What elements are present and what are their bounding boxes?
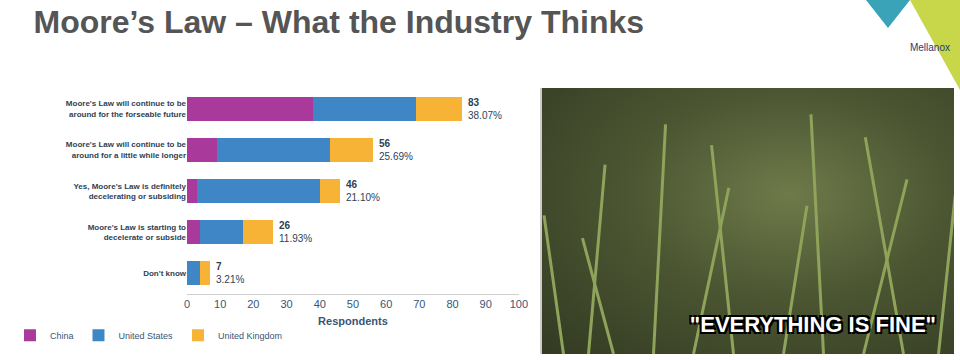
svg-text:90: 90 — [480, 298, 492, 310]
svg-text:5625.69%: 5625.69% — [379, 138, 413, 162]
svg-text:Moore’s Law – What the Industr: Moore’s Law – What the Industry Thinks — [34, 4, 644, 40]
svg-text:Yes, Moore's Law is definitely: Yes, Moore's Law is definitelydecelerati… — [73, 182, 186, 201]
svg-text:Moore's Law will continue to b: Moore's Law will continue to bearound fo… — [66, 140, 187, 159]
svg-text:China: China — [50, 331, 74, 341]
html-text:Mellanox: Mellanox — [910, 42, 950, 53]
svg-text:50: 50 — [347, 298, 359, 310]
svg-text:Moore's Law will continue to b: Moore's Law will continue to bearound fo… — [66, 99, 187, 118]
html-text:"EVERYTHING IS FINE": "EVERYTHING IS FINE" — [689, 312, 936, 337]
svg-text:73.21%: 73.21% — [216, 261, 244, 285]
svg-text:70: 70 — [413, 298, 425, 310]
svg-text:60: 60 — [380, 298, 392, 310]
svg-text:10: 10 — [214, 298, 226, 310]
svg-text:0: 0 — [184, 298, 190, 310]
svg-text:United Kingdom: United Kingdom — [218, 331, 282, 341]
svg-text:Respondents: Respondents — [318, 315, 388, 327]
svg-text:20: 20 — [247, 298, 259, 310]
svg-text:4621.10%: 4621.10% — [346, 179, 380, 203]
svg-text:Moore's Law is starting todece: Moore's Law is starting todecelerate or … — [88, 223, 187, 242]
svg-text:80: 80 — [446, 298, 458, 310]
svg-text:2611.93%: 2611.93% — [279, 220, 312, 244]
svg-text:100: 100 — [510, 298, 528, 310]
svg-text:8338.07%: 8338.07% — [468, 97, 502, 121]
svg-text:United States: United States — [118, 331, 173, 341]
svg-text:Don't know: Don't know — [143, 269, 187, 278]
svg-text:30: 30 — [280, 298, 292, 310]
svg-text:40: 40 — [314, 298, 326, 310]
